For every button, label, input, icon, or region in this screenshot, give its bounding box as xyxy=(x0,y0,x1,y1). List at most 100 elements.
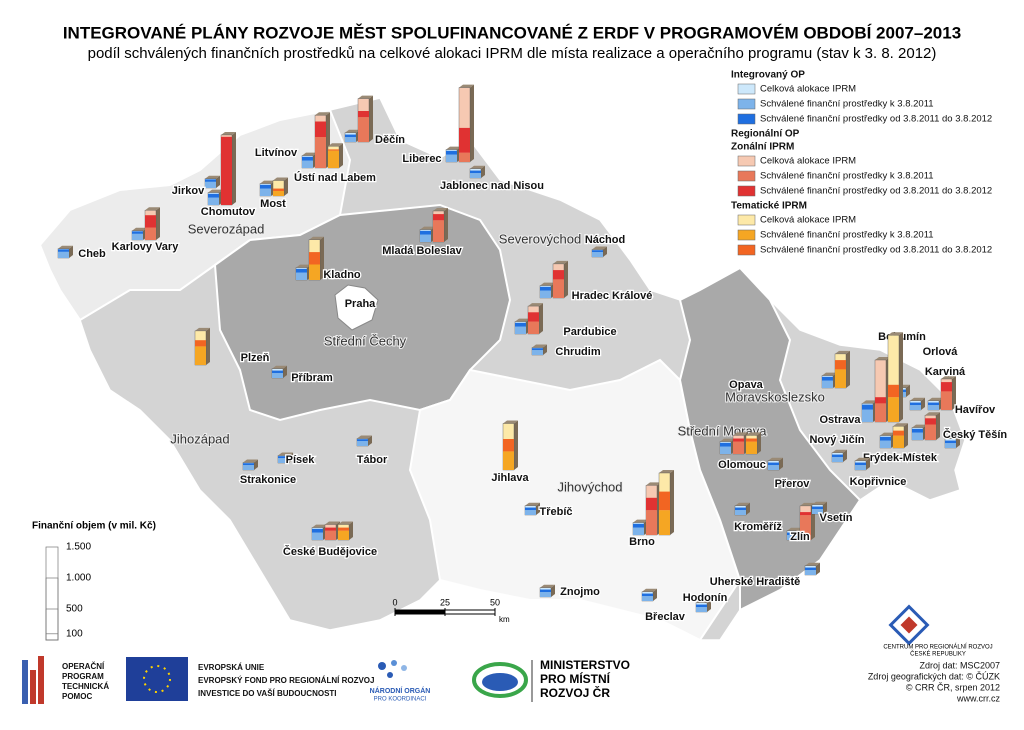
bar-depth xyxy=(746,432,761,436)
approved-2011-bar xyxy=(768,465,779,470)
city-glyph xyxy=(271,365,287,379)
approved-2012-bar xyxy=(880,436,891,441)
bar-depth xyxy=(525,502,540,506)
approved-2011-bar xyxy=(696,607,707,612)
bar-depth xyxy=(254,459,258,470)
approved-2012-bar xyxy=(928,402,939,406)
logo-dot xyxy=(401,665,407,671)
city-label: Chrudim xyxy=(555,346,600,358)
bar-depth xyxy=(779,457,783,470)
city-label: Havířov xyxy=(955,404,996,416)
approved-2012-bar xyxy=(925,418,936,425)
approved-2012-bar xyxy=(528,312,539,322)
city-glyph xyxy=(719,432,761,455)
eu-stars xyxy=(143,665,171,693)
city-label: Ústí nad Labem xyxy=(294,171,376,184)
city-label: České Budějovice xyxy=(283,545,377,558)
city-glyph xyxy=(356,435,372,447)
city-label: Hradec Králové xyxy=(572,290,653,302)
approved-2012-bar xyxy=(720,442,731,447)
bar-depth xyxy=(309,236,324,240)
city-glyph xyxy=(445,84,474,163)
approved-2011-bar xyxy=(470,173,481,178)
mmr-text: ROZVOJ ČR xyxy=(540,685,610,700)
approved-2011-bar xyxy=(243,465,254,470)
approved-2012-bar xyxy=(312,528,323,533)
bar-depth xyxy=(553,260,568,264)
legend-label: Celková alokace IPRM xyxy=(760,215,856,226)
approved-2012-bar xyxy=(328,149,339,151)
bar-depth xyxy=(936,412,940,440)
approved-2011-bar xyxy=(646,510,657,535)
approved-2011-bar xyxy=(832,457,843,462)
bar-depth xyxy=(208,189,223,193)
bar-depth xyxy=(156,207,160,240)
legend-label: Schválené finanční prostředky k 3.8.2011 xyxy=(760,99,934,110)
bar-depth xyxy=(540,584,555,588)
bar-depth xyxy=(283,365,287,378)
city-label: Kladno xyxy=(323,269,361,281)
city-glyph xyxy=(767,457,783,471)
city-label: Znojmo xyxy=(560,586,600,598)
city-label: Ostrava xyxy=(820,414,862,426)
bar-depth xyxy=(707,599,711,612)
approved-2011-bar xyxy=(525,510,536,515)
bar-depth xyxy=(278,452,293,456)
approved-2012-bar xyxy=(446,150,457,155)
city-glyph xyxy=(632,470,674,536)
approved-2011-bar xyxy=(805,570,816,575)
city-label: Přerov xyxy=(775,478,811,490)
approved-2011-bar xyxy=(309,264,320,280)
bar-depth xyxy=(221,131,236,135)
legend-label: Schválené finanční prostředky k 3.8.2011 xyxy=(760,230,934,241)
approved-2012-bar xyxy=(260,184,271,189)
approved-2011-bar xyxy=(880,440,891,448)
bar-depth xyxy=(145,207,160,211)
approved-2012-bar xyxy=(540,589,551,593)
approved-2011-bar xyxy=(503,451,514,470)
bar-depth xyxy=(273,177,288,181)
city-glyph xyxy=(591,246,607,258)
bar-depth xyxy=(540,282,555,286)
bar-depth xyxy=(670,470,674,535)
bar-depth xyxy=(855,457,870,461)
bar-depth xyxy=(339,143,343,168)
city-glyph xyxy=(944,435,960,449)
bar-depth xyxy=(289,452,293,463)
legend-heading: Tematické IPRM xyxy=(731,201,807,212)
bar-depth xyxy=(952,376,956,410)
approved-2011-bar xyxy=(446,154,457,162)
bar-depth xyxy=(653,588,657,601)
city-label: Most xyxy=(260,198,286,210)
approved-2011-bar xyxy=(928,405,939,410)
city-label: Tábor xyxy=(357,454,388,466)
bar-depth xyxy=(843,449,847,462)
city-glyph xyxy=(204,175,220,189)
bar-depth xyxy=(592,246,607,250)
approved-2011-bar xyxy=(325,530,336,540)
bar-depth xyxy=(369,95,373,142)
bar-depth xyxy=(532,344,547,348)
approved-2012-bar xyxy=(800,512,811,516)
approved-2011-bar xyxy=(302,160,313,168)
title: INTEGROVANÉ PLÁNY ROZVOJE MĚST SPOLUFINA… xyxy=(63,23,961,42)
scale-label: 0 xyxy=(392,597,397,607)
approved-2011-bar xyxy=(420,234,431,242)
approved-2011-bar xyxy=(272,373,283,378)
approved-2011-bar xyxy=(515,326,526,334)
approved-2011-bar xyxy=(592,252,603,257)
bar-depth xyxy=(69,245,73,258)
approved-2011-bar xyxy=(553,279,564,298)
source: www.crr.cz xyxy=(956,693,1001,703)
city-label: Český Těšín xyxy=(943,428,1007,441)
legend: Integrovaný OP Celková alokace IPRM Schvál… xyxy=(728,66,1004,258)
approved-2012-bar xyxy=(309,252,320,265)
bar-depth xyxy=(420,226,435,230)
city-label: Orlová xyxy=(923,346,959,358)
approved-2011-bar xyxy=(735,510,746,515)
approved-2012-bar xyxy=(735,507,746,511)
bar-depth xyxy=(345,129,360,133)
approved-2012-bar xyxy=(822,376,833,381)
scale-label: 25 xyxy=(440,597,450,607)
